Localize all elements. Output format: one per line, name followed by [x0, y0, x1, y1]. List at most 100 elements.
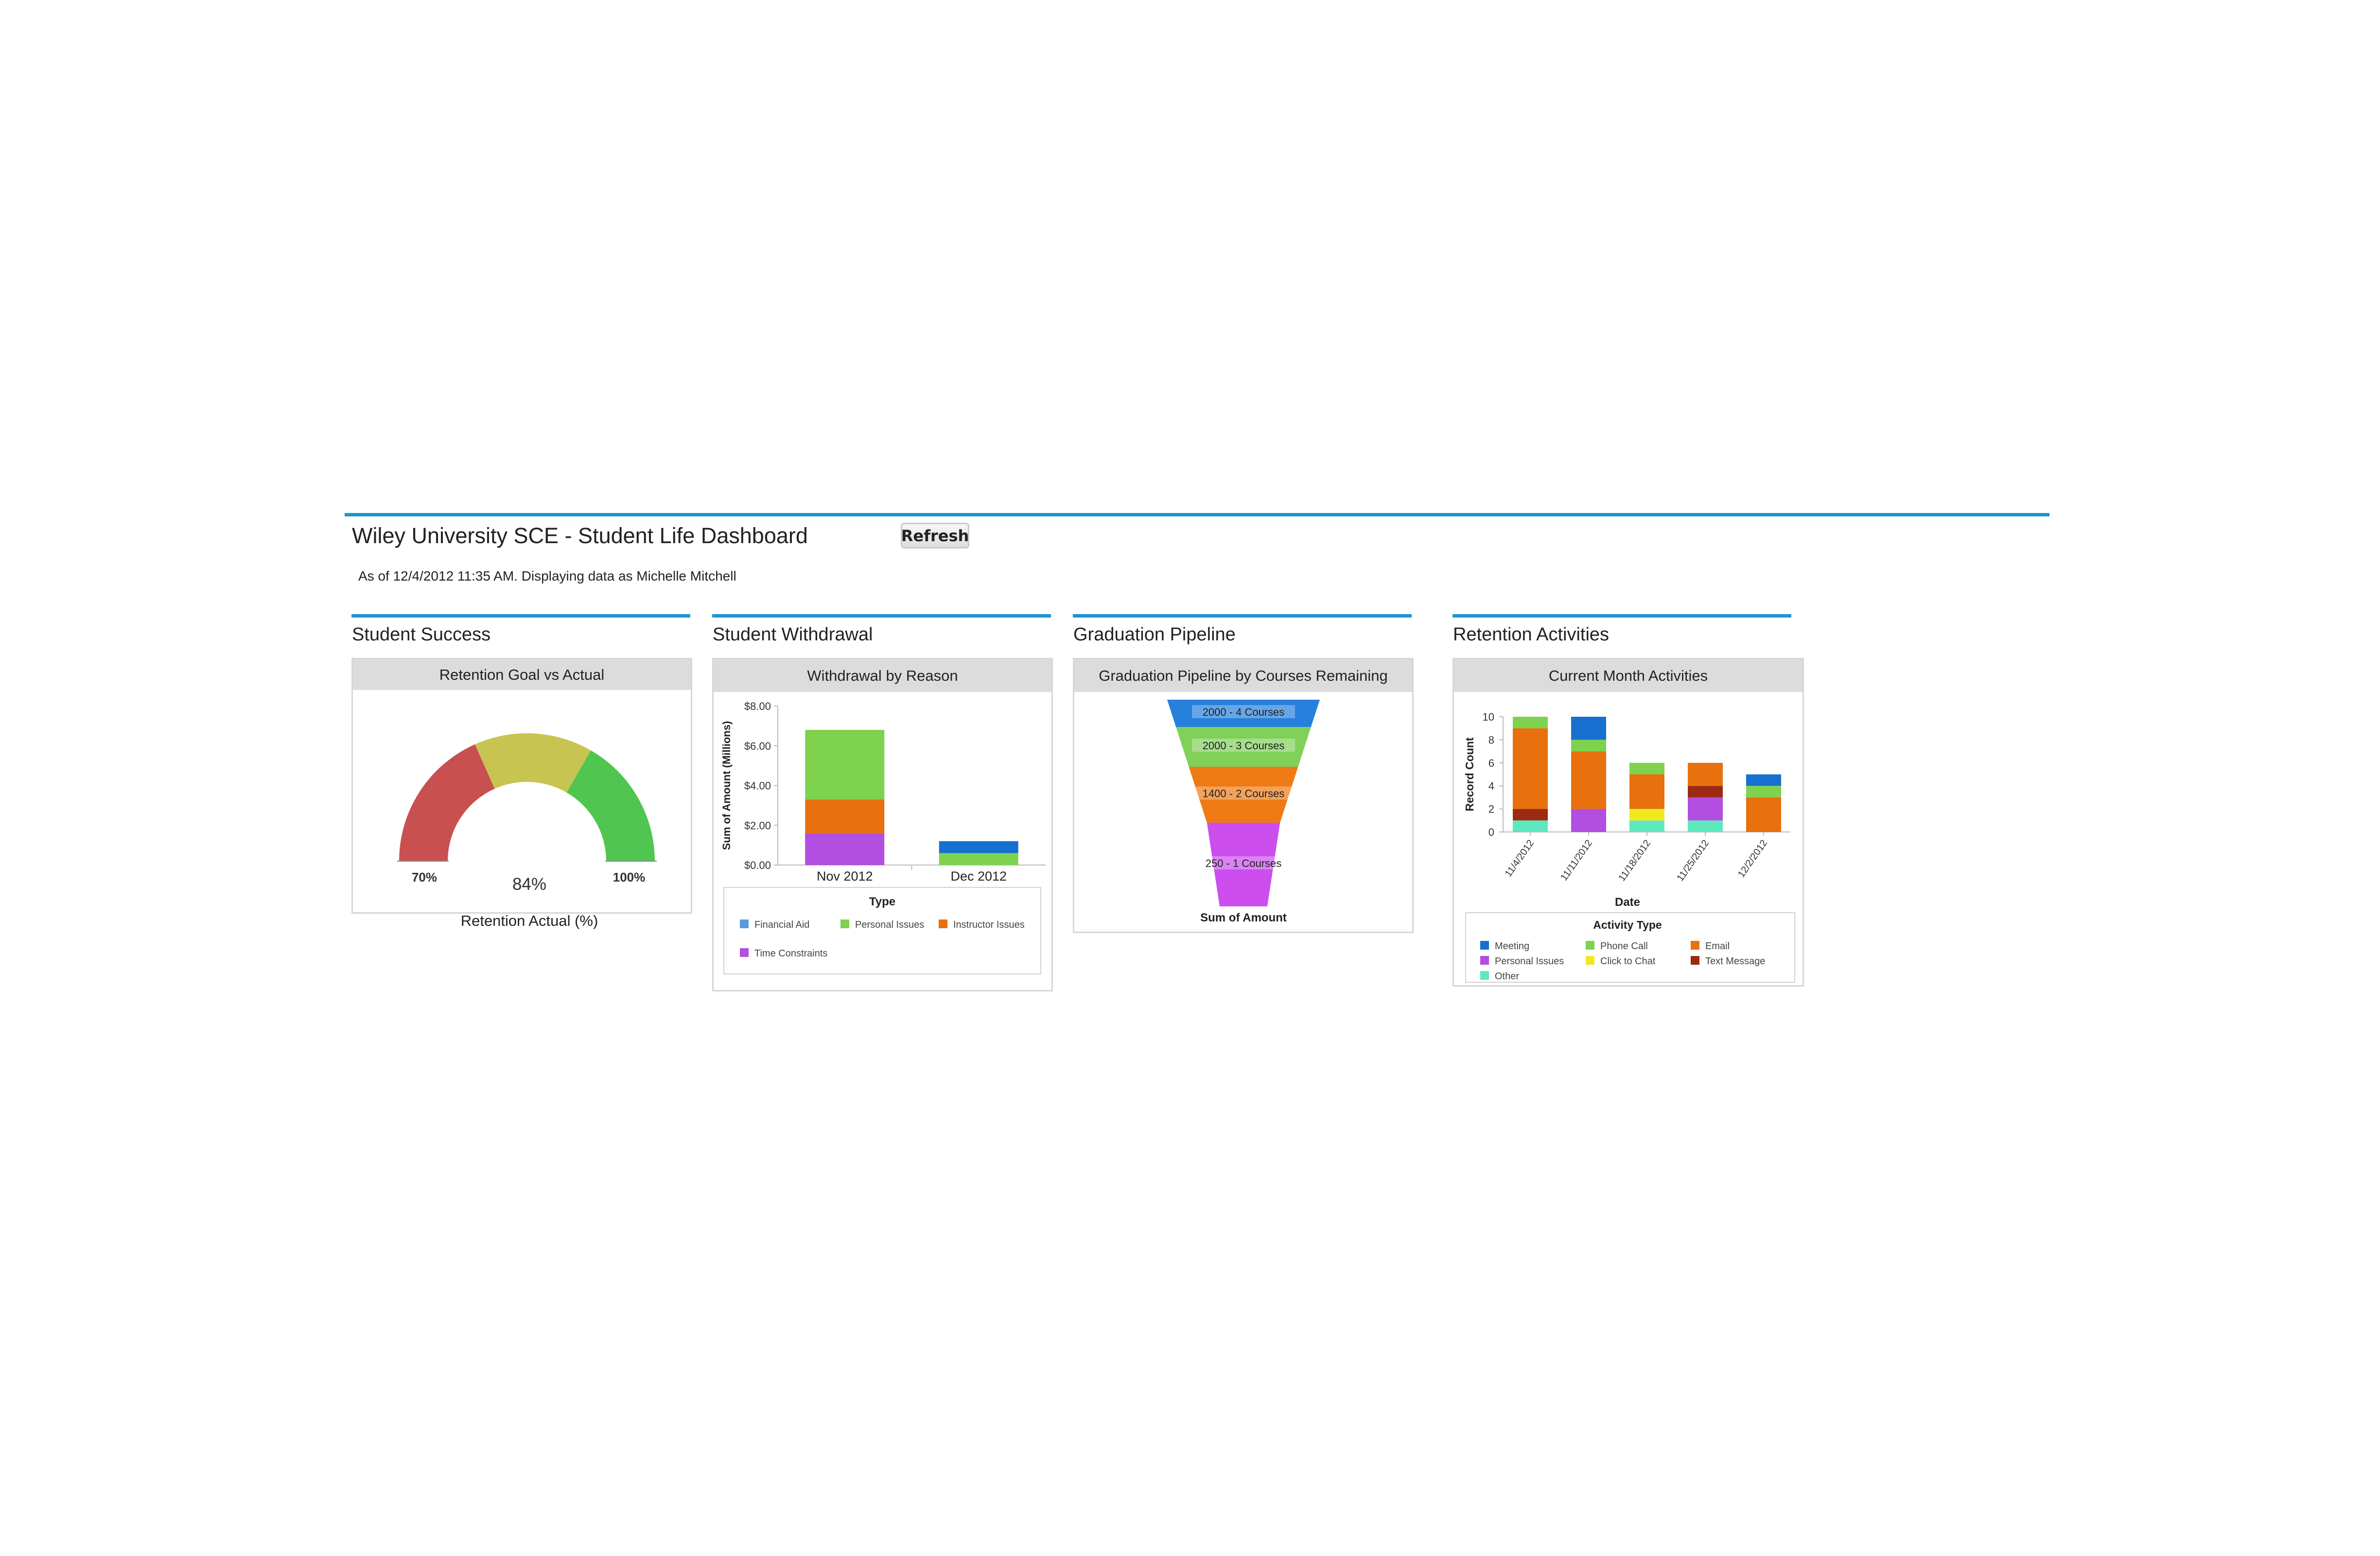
bar-segment-email-11-11-2012: [1571, 751, 1606, 809]
y-tick-label: $0.00: [744, 859, 771, 871]
gauge-caption: Retention Actual (%): [461, 912, 598, 929]
y-tick-label: 0: [1488, 826, 1494, 838]
legend-swatch-meeting: [1480, 941, 1489, 950]
funnel-stage-2000-4-courses: [1167, 700, 1320, 727]
panel-header-pipeline: Graduation Pipeline by Courses Remaining: [1074, 659, 1412, 692]
x-tick-label: Dec 2012: [950, 869, 1007, 884]
section-rule-student-success: [351, 614, 690, 618]
panel-graduation-pipeline: Graduation Pipeline by Courses Remaining…: [1073, 658, 1414, 933]
retention-gauge: 70% 100% 84% Retention Actual (%): [397, 733, 657, 929]
legend-title: Activity Type: [1593, 919, 1662, 931]
bar-segment-time-constraints-nov-2012: [805, 833, 885, 865]
retention-activities-chart: 0 2 4 6 8 10 Record Count 11/4/2012 11/11/2012 11…: [1463, 711, 1795, 983]
bar-segment-financial-aid-dec-2012: [939, 841, 1018, 853]
section-title-student-withdrawal: Student Withdrawal: [713, 624, 873, 645]
legend-label-personal-issues: Personal Issues: [855, 919, 924, 930]
bar-segment-email-11-18-2012: [1629, 774, 1664, 809]
gauge-band-1: [399, 744, 495, 861]
legend-swatch-click-to-chat: [1586, 956, 1594, 965]
legend-swatch-other: [1480, 971, 1489, 980]
panel-retention-goal: Retention Goal vs Actual 70% 100% 84% Re…: [351, 658, 692, 929]
bar-segment-meeting-11-11-2012: [1571, 717, 1606, 740]
x-tick-label: 12/2/2012: [1736, 838, 1769, 880]
bar-segment-click-to-chat-11-18-2012: [1629, 809, 1664, 821]
y-tick-label: 10: [1483, 711, 1494, 723]
funnel-label-bg: [1192, 739, 1295, 752]
y-tick-label: 8: [1488, 734, 1494, 746]
legend-label-financial-aid: Financial Aid: [754, 919, 809, 930]
legend-label-instructor-issues: Instructor Issues: [953, 919, 1025, 930]
funnel-label-bg: [1195, 856, 1292, 869]
funnel-stage-250-1-courses: [1207, 823, 1280, 906]
section-rule-student-withdrawal: [712, 614, 1051, 618]
y-tick-label: 4: [1488, 780, 1494, 792]
funnel-label-1400-2-courses: 1400 - 2 Courses: [1203, 788, 1285, 800]
legend-swatch-instructor-issues: [939, 919, 947, 928]
legend-label-time-constraints: Time Constraints: [754, 948, 827, 959]
funnel-label-2000-4-courses: 2000 - 4 Courses: [1203, 706, 1285, 718]
refresh-button[interactable]: Refresh: [901, 523, 969, 548]
bar-segment-other-11-4-2012: [1513, 820, 1548, 832]
legend-label-text-message: Text Message: [1705, 956, 1765, 967]
y-tick-label: $6.00: [744, 740, 771, 752]
gauge-band-3: [566, 750, 655, 861]
as-of-status: As of 12/4/2012 11:35 AM. Displaying dat…: [358, 568, 736, 584]
bar-segment-phone-call-11-11-2012: [1571, 740, 1606, 752]
legend-swatch-personal-issues: [1480, 956, 1489, 965]
y-tick-label: $8.00: [744, 700, 771, 712]
bar-segment-personal-issues-dec-2012: [939, 853, 1018, 865]
legend-swatch-financial-aid: [740, 919, 749, 928]
x-tick-label: 11/11/2012: [1558, 838, 1594, 883]
bar-segment-text-message-11-25-2012: [1688, 786, 1723, 797]
panel-header-withdrawal: Withdrawal by Reason: [714, 659, 1051, 692]
y-axis-title: Record Count: [1463, 737, 1476, 811]
legend-label-personal-issues: Personal Issues: [1495, 956, 1564, 967]
legend-title: Type: [869, 895, 895, 908]
legend-swatch-text-message: [1691, 956, 1699, 965]
legend-label-click-to-chat: Click to Chat: [1600, 956, 1656, 967]
bar-segment-email-11-4-2012: [1513, 728, 1548, 809]
bar-segment-phone-call-11-18-2012: [1629, 762, 1664, 775]
panel-header-retention-goal: Retention Goal vs Actual: [353, 659, 691, 690]
y-tick-label: 2: [1488, 803, 1494, 815]
x-tick-label: Nov 2012: [817, 869, 873, 884]
bar-segment-instructor-issues-nov-2012: [805, 799, 885, 833]
pipeline-funnel-chart: 2000 - 4 Courses 2000 - 3 Courses 1400 - 2…: [1167, 700, 1320, 924]
bar-segment-personal-issues-11-11-2012: [1571, 809, 1606, 832]
legend-label-meeting: Meeting: [1495, 941, 1529, 952]
bar-segment-text-message-11-4-2012: [1513, 809, 1548, 821]
bar-segment-other-11-25-2012: [1688, 820, 1723, 832]
funnel-label-2000-3-courses: 2000 - 3 Courses: [1203, 740, 1285, 752]
gauge-max-label: 100%: [613, 870, 646, 884]
funnel-label-bg: [1192, 786, 1295, 800]
y-tick-label: $4.00: [744, 780, 771, 792]
dashboard-top-rule: [345, 513, 2049, 516]
y-tick-label: $2.00: [744, 819, 771, 831]
bar-segment-personal-issues-nov-2012: [805, 730, 885, 800]
withdrawal-chart: $0.00 $2.00 $4.00 $6.00 $8.00 Sum of Amount (…: [720, 700, 1046, 974]
gauge-band-2: [475, 733, 591, 793]
y-tick-label: 6: [1488, 757, 1494, 769]
x-axis-title: Sum of Amount: [1200, 911, 1287, 924]
panel-withdrawal-by-reason: Withdrawal by Reason $0.00 $2.00 $4.00 $6.0…: [712, 658, 1053, 991]
gauge-value-label: 84%: [512, 875, 546, 894]
panel-header-activities: Current Month Activities: [1454, 659, 1802, 692]
section-title-graduation-pipeline: Graduation Pipeline: [1073, 624, 1236, 645]
section-title-retention-activities: Retention Activities: [1453, 624, 1610, 645]
legend-label-phone-call: Phone Call: [1600, 941, 1648, 952]
legend-box: [723, 887, 1041, 974]
bar-segment-email-11-25-2012: [1688, 762, 1723, 786]
bar-segment-email-12-2-2012: [1746, 797, 1781, 832]
section-rule-retention-activities: [1452, 614, 1791, 618]
x-tick-label: 11/4/2012: [1503, 838, 1536, 879]
panel-current-month-activities: Current Month Activities 0 2 4 6 8 10 Record C…: [1452, 658, 1804, 987]
bar-segment-meeting-12-2-2012: [1746, 774, 1781, 786]
legend-swatch-phone-call: [1586, 941, 1594, 950]
y-axis-title: Sum of Amount (Millions): [720, 721, 733, 850]
dashboard-title: Wiley University SCE - Student Life Dash…: [352, 523, 808, 548]
section-title-student-success: Student Success: [352, 624, 491, 645]
x-axis-title: Date: [1615, 896, 1640, 909]
funnel-stage-1400-2-courses: [1189, 767, 1298, 823]
gauge-bands: [397, 733, 657, 862]
bar-segment-personal-issues-11-25-2012: [1688, 797, 1723, 821]
